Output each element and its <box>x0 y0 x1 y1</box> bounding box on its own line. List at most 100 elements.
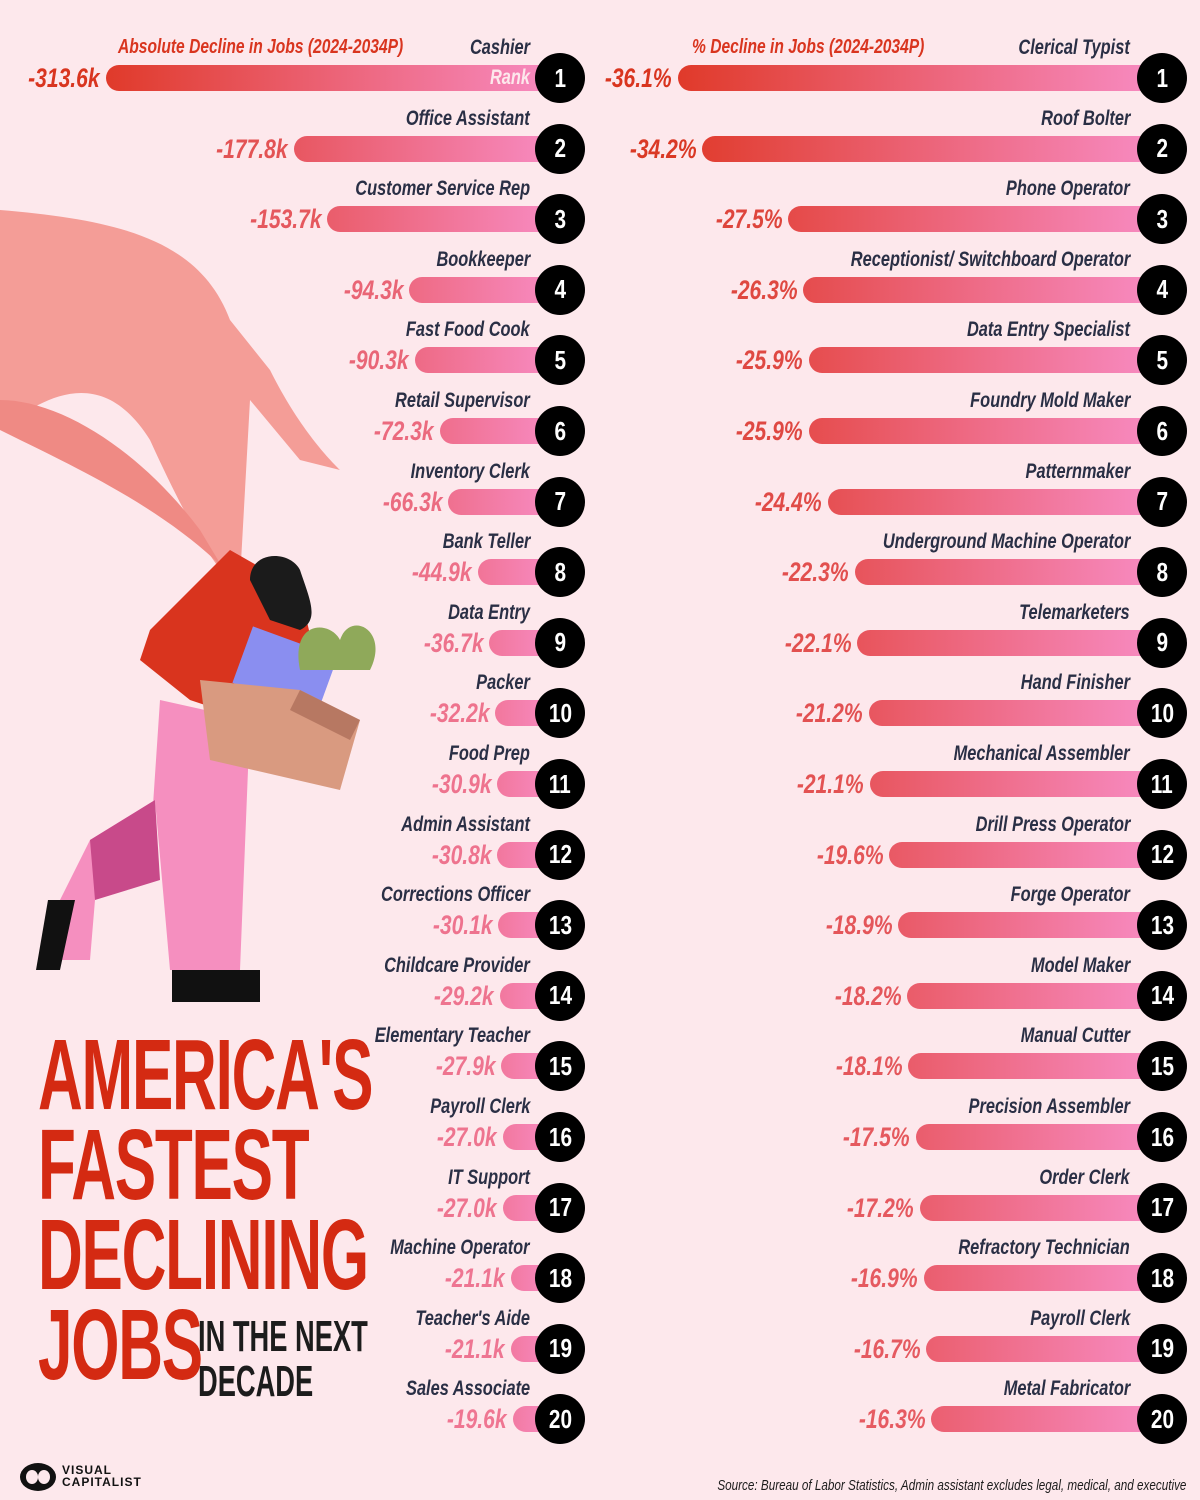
bar-category-label: Manual Cutter <box>1020 1024 1130 1048</box>
bar-value-label: -24.4% <box>754 486 822 517</box>
plant-leaves <box>298 625 376 670</box>
bar <box>919 1194 1150 1221</box>
bar-value-label: -27.0k <box>436 1122 497 1152</box>
bar-category-label: Childcare Provider <box>384 953 530 977</box>
rank-badge: 17 <box>535 1182 585 1233</box>
bar-value-label: -18.2% <box>834 980 902 1011</box>
rank-badge: 1 <box>535 53 585 103</box>
bar-category-label: Clerical Typist <box>1018 36 1130 59</box>
rank-badge: 2 <box>535 123 585 174</box>
bar-category-label: Teacher's Aide <box>415 1306 530 1330</box>
rank-badge: 5 <box>1137 335 1187 386</box>
bar-value-label: -25.9% <box>735 345 803 376</box>
rank-badge: 5 <box>535 335 585 386</box>
bar-category-label: Elementary Teacher <box>374 1024 530 1048</box>
bar-value-label: -94.3k <box>343 274 404 305</box>
bar-category-label: Food Prep <box>449 742 530 765</box>
rank-badge: 11 <box>1137 759 1187 809</box>
bar-value-label: -22.1% <box>784 627 852 658</box>
bar-category-label: Metal Fabricator <box>1003 1377 1130 1401</box>
bar-value-label: -19.6% <box>816 839 884 870</box>
bar <box>409 276 550 303</box>
rank-badge: 12 <box>1137 829 1187 880</box>
left-chart-title: Absolute Decline in Jobs (2024-2034P) <box>118 36 404 58</box>
bar-category-label: Inventory Clerk <box>410 459 530 483</box>
bar <box>702 135 1150 162</box>
bar-category-label: Machine Operator <box>390 1236 530 1260</box>
bar-category-label: Precision Assembler <box>968 1095 1130 1118</box>
rank-badge: 9 <box>535 617 585 668</box>
worker-hair <box>250 556 312 630</box>
bar-category-label: Data Entry Specialist <box>967 318 1130 342</box>
bar-category-label: Admin Assistant <box>401 812 530 836</box>
bar-value-label: -32.2k <box>429 698 490 729</box>
bar-value-label: -25.9% <box>735 416 803 446</box>
bar-value-label: -27.5% <box>715 204 783 235</box>
rank-badge: 15 <box>1137 1041 1187 1092</box>
bar-value-label: -17.5% <box>843 1122 911 1152</box>
bar <box>448 488 550 515</box>
bar <box>907 982 1150 1009</box>
bar-category-label: Bank Teller <box>442 530 530 554</box>
bar-category-label: Hand Finisher <box>1020 671 1130 695</box>
bar-value-label: -21.1k <box>445 1263 505 1294</box>
rank-badge: 19 <box>535 1323 585 1374</box>
bar-value-label: -66.3k <box>382 486 443 517</box>
logo-icon <box>20 1463 56 1491</box>
bar-category-label: Drill Press Operator <box>975 812 1130 836</box>
bar-category-label: Bookkeeper <box>436 247 530 271</box>
rank-badge: 1 <box>1137 53 1187 103</box>
bar-value-label: -27.0k <box>436 1192 497 1223</box>
bar <box>415 347 550 374</box>
bar-value-label: -34.2% <box>629 133 697 164</box>
rank-badge: 13 <box>1137 900 1187 951</box>
worker-shoe <box>172 970 260 1002</box>
bar-value-label: -21.1% <box>797 769 864 799</box>
bar-value-label: -36.7k <box>423 627 484 658</box>
rank-badge: 7 <box>1137 476 1187 527</box>
rank-badge: 4 <box>1137 264 1187 315</box>
hand-illustration <box>0 210 340 582</box>
rank-badge: 10 <box>1137 688 1187 739</box>
bar <box>908 1053 1150 1080</box>
bar-value-label: -21.1k <box>445 1333 505 1364</box>
rank-badge: 18 <box>535 1253 585 1304</box>
source-note: Source: Bureau of Labor Statistics, Admi… <box>716 1477 1186 1494</box>
rank-badge: 15 <box>535 1041 585 1092</box>
bar-category-label: Patternmaker <box>1025 459 1130 483</box>
rank-badge: 8 <box>1137 547 1187 598</box>
bar <box>106 65 550 91</box>
bar <box>327 206 550 233</box>
rank-badge: 9 <box>1137 617 1187 668</box>
bar-value-label: -18.1% <box>835 1051 903 1082</box>
bar-category-label: Sales Associate <box>405 1377 530 1401</box>
bar <box>898 912 1150 939</box>
bar-value-label: -21.2% <box>795 698 863 729</box>
bar-value-label: -153.7k <box>249 204 322 235</box>
bar-category-label: Office Assistant <box>406 106 530 130</box>
bar-value-label: -36.1% <box>605 63 672 93</box>
bar-value-label: -27.9k <box>435 1051 496 1082</box>
rank-badge: 14 <box>535 970 585 1021</box>
rank-badge: 16 <box>1137 1112 1187 1162</box>
bar-category-label: Retail Supervisor <box>395 389 530 412</box>
bar <box>439 418 550 444</box>
bar-value-label: -30.9k <box>431 769 492 799</box>
rank-badge: 13 <box>535 900 585 951</box>
rank-badge: 18 <box>1137 1253 1187 1304</box>
bar <box>827 488 1150 515</box>
bar <box>889 841 1150 868</box>
bar-value-label: -17.2% <box>847 1192 914 1223</box>
bar-value-label: -19.6k <box>447 1404 507 1435</box>
bar <box>931 1406 1150 1433</box>
bar <box>857 629 1150 656</box>
bar-category-label: Underground Machine Operator <box>882 530 1130 554</box>
bar-category-label: Telemarketers <box>1019 600 1130 624</box>
rank-badge: 20 <box>1137 1394 1187 1445</box>
rank-badge: 11 <box>535 759 585 809</box>
bar <box>923 1265 1150 1292</box>
rank-label: Rank <box>489 66 530 89</box>
bar-category-label: Payroll Clerk <box>429 1095 530 1118</box>
rank-badge: 19 <box>1137 1323 1187 1374</box>
bar <box>926 1335 1150 1362</box>
